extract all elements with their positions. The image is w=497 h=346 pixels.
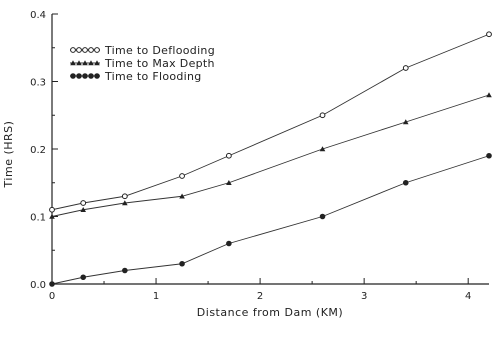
- y-tick-label: 0.4: [30, 10, 46, 21]
- series-line: [51, 155, 490, 285]
- data-point: [121, 193, 128, 200]
- x-tick-label: 0: [49, 291, 55, 302]
- x-tick-label: 1: [153, 291, 159, 302]
- data-point: [226, 179, 232, 185]
- series-layer: [49, 31, 492, 287]
- legend-marker: [94, 73, 100, 79]
- data-point: [402, 119, 409, 125]
- x-tick-label: 3: [361, 291, 367, 302]
- legend-marker: [70, 73, 76, 79]
- data-point: [319, 213, 326, 220]
- y-ticks: 0.0 0.1 0.2 0.3 0.4: [30, 10, 58, 291]
- legend-marker: [94, 47, 100, 53]
- legend-marker: [76, 73, 82, 79]
- data-point: [122, 200, 128, 206]
- series-line: [51, 33, 490, 211]
- legend-label: Time to Max Depth: [104, 57, 215, 70]
- y-tick-label: 0.1: [30, 213, 46, 224]
- legend-marker: [70, 47, 76, 53]
- data-point: [486, 31, 492, 38]
- legend-item: Time to Deflooding: [70, 44, 215, 57]
- data-point: [80, 206, 87, 212]
- y-axis-label: Time (HRS): [2, 121, 15, 189]
- legend-marker: [88, 60, 94, 66]
- series-2: [49, 92, 492, 219]
- legend-item: Time to Max Depth: [70, 57, 215, 70]
- data-point: [486, 152, 492, 159]
- data-point: [179, 260, 185, 267]
- series-3: [49, 152, 492, 287]
- data-point: [49, 281, 55, 287]
- y-tick-label: 0.3: [30, 78, 46, 89]
- data-point: [80, 274, 87, 281]
- data-point: [319, 146, 326, 152]
- x-axis-label: Distance from Dam (KM): [197, 306, 343, 319]
- data-point: [225, 152, 232, 159]
- x-ticks: 0 1 2 3 4: [49, 278, 471, 302]
- data-point: [402, 179, 409, 186]
- data-point: [179, 173, 185, 179]
- series-1: [49, 31, 492, 213]
- data-point: [122, 267, 128, 274]
- y-tick-label: 0.2: [30, 145, 46, 156]
- legend-marker: [88, 47, 94, 53]
- data-point: [80, 200, 87, 206]
- x-tick-label: 4: [465, 291, 471, 302]
- legend-marker: [94, 60, 100, 66]
- legend-marker: [76, 47, 82, 53]
- data-point: [49, 206, 55, 213]
- data-point: [319, 112, 326, 119]
- legend-marker: [88, 73, 94, 79]
- y-tick-label: 0.0: [30, 280, 46, 291]
- legend-marker: [70, 60, 76, 66]
- legend-marker: [76, 60, 82, 66]
- legend-item: Time to Flooding: [70, 70, 202, 83]
- legend-marker: [82, 60, 88, 66]
- data-point: [179, 193, 185, 199]
- data-point: [486, 92, 492, 98]
- data-point: [226, 240, 232, 247]
- legend-label: Time to Deflooding: [104, 44, 215, 57]
- x-tick-label: 2: [257, 291, 263, 302]
- legend-marker: [82, 73, 88, 79]
- series-line: [51, 94, 490, 217]
- legend-label: Time to Flooding: [104, 70, 202, 83]
- data-point: [49, 213, 55, 219]
- data-point: [402, 65, 409, 71]
- legend-marker: [82, 47, 88, 53]
